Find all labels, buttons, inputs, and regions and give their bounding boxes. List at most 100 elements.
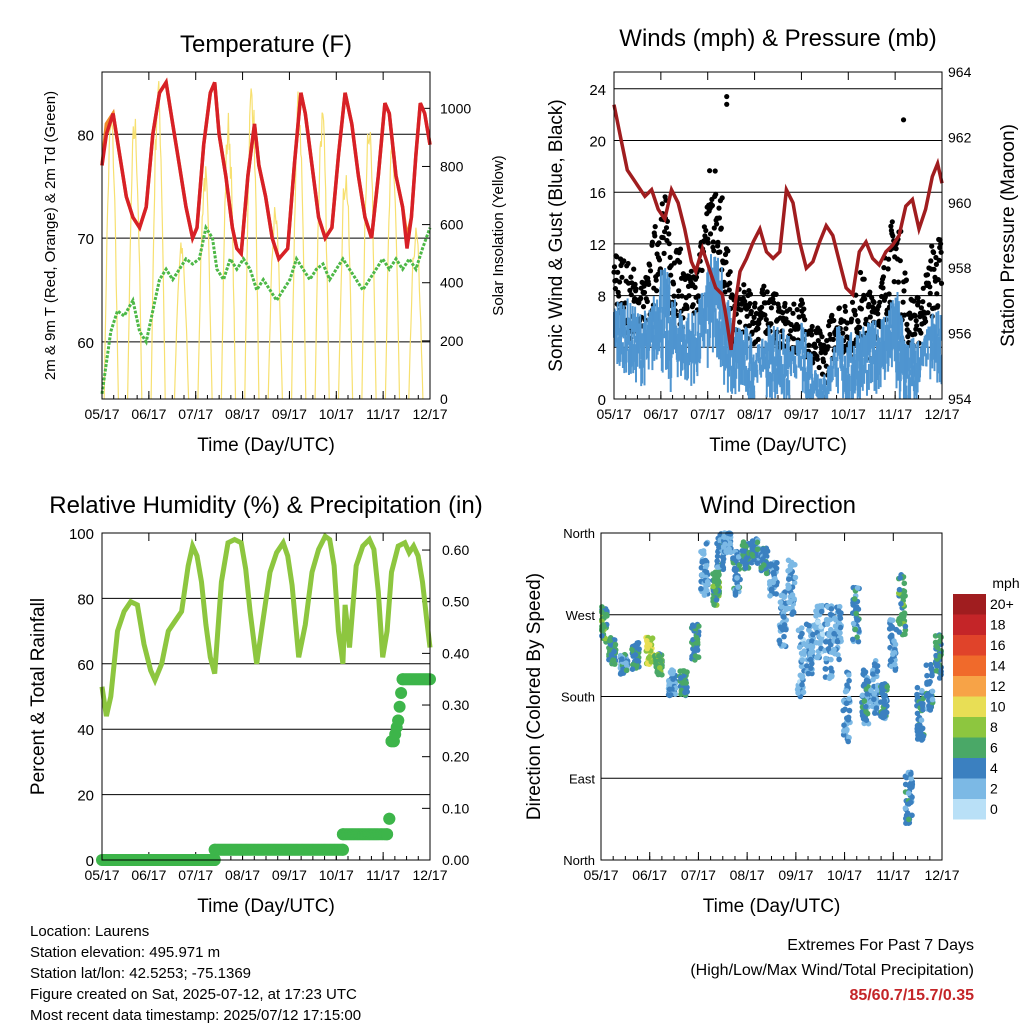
direction-point bbox=[938, 668, 944, 675]
direction-point bbox=[730, 555, 737, 561]
x-axis-label: Time (Day/UTC) bbox=[709, 435, 847, 456]
direction-point bbox=[902, 623, 909, 630]
legend-label: 8 bbox=[990, 719, 998, 735]
direction-point bbox=[888, 632, 895, 639]
plot-frame bbox=[101, 532, 431, 861]
gust-point bbox=[693, 274, 700, 280]
direction-point bbox=[785, 557, 792, 564]
direction-point bbox=[702, 557, 709, 564]
gust-point bbox=[916, 299, 922, 305]
direction-point bbox=[933, 643, 940, 649]
gust-point bbox=[707, 231, 714, 237]
gust-point bbox=[763, 317, 769, 323]
gust-point bbox=[617, 279, 623, 285]
direction-point bbox=[809, 638, 815, 644]
gust-point bbox=[619, 274, 625, 280]
gust-point bbox=[927, 290, 933, 296]
direction-point bbox=[667, 692, 674, 698]
direction-point bbox=[850, 602, 856, 608]
direction-point bbox=[874, 663, 881, 669]
direction-point bbox=[896, 615, 902, 622]
direction-point bbox=[701, 592, 708, 598]
direction-point bbox=[914, 691, 920, 698]
gust-point bbox=[660, 235, 666, 241]
gust-point bbox=[633, 286, 639, 292]
direction-point bbox=[714, 581, 721, 588]
direction-point bbox=[835, 608, 842, 614]
gust-point bbox=[891, 279, 897, 285]
direction-point bbox=[644, 638, 650, 644]
gust-point bbox=[931, 249, 937, 256]
panel-humidity: Relative Humidity (%) & Precipitation (i… bbox=[28, 492, 483, 917]
direction-point bbox=[749, 538, 756, 544]
gust-point bbox=[688, 268, 694, 274]
direction-point bbox=[705, 581, 711, 587]
direction-point bbox=[623, 660, 629, 666]
y-right-tick-label: 0.10 bbox=[442, 800, 469, 816]
gust-point bbox=[935, 303, 941, 309]
gust-point bbox=[684, 305, 690, 311]
direction-point bbox=[683, 680, 689, 686]
gust-point bbox=[871, 299, 877, 305]
x-tick-label: 10/17 bbox=[831, 406, 866, 422]
direction-point bbox=[808, 643, 814, 649]
gust-point bbox=[877, 299, 883, 305]
gust-point bbox=[912, 331, 918, 337]
y-right-tick-label: 0.60 bbox=[442, 542, 469, 558]
gust-point bbox=[850, 340, 857, 346]
gust-point bbox=[801, 306, 807, 312]
y-right-tick-label: 0.50 bbox=[442, 594, 469, 610]
gust-point bbox=[924, 272, 931, 278]
direction-point bbox=[800, 689, 807, 695]
x-axis-label: Time (Day/UTC) bbox=[197, 896, 335, 917]
direction-point bbox=[780, 593, 786, 599]
direction-point bbox=[854, 634, 860, 640]
gust-point bbox=[641, 289, 648, 296]
y-tick-label: 20 bbox=[77, 788, 94, 805]
direction-point bbox=[914, 684, 921, 691]
legend-swatch bbox=[953, 676, 986, 697]
gust-point bbox=[710, 239, 716, 245]
y-right-tick-label: 0.00 bbox=[442, 852, 469, 868]
chart-title: Relative Humidity (%) & Precipitation (i… bbox=[49, 492, 482, 519]
gust-point bbox=[920, 285, 926, 291]
panel-winds: Winds (mph) & Pressure (mb) 05/17 06/17 07/… bbox=[546, 25, 1019, 456]
direction-point bbox=[760, 556, 766, 562]
direction-point bbox=[896, 586, 903, 593]
direction-point bbox=[733, 566, 740, 573]
y-right-tick-label: 1000 bbox=[440, 100, 471, 116]
y-right-tick-label: 0.40 bbox=[442, 645, 469, 661]
y-tick-label: East bbox=[569, 771, 595, 786]
pressure-line bbox=[612, 104, 944, 351]
x-tick-label: 10/17 bbox=[827, 867, 862, 883]
direction-point bbox=[832, 623, 839, 629]
direction-point bbox=[879, 688, 886, 694]
gust-point bbox=[718, 225, 724, 231]
extremes-title: Extremes For Past 7 Days bbox=[787, 937, 974, 954]
direction-point bbox=[861, 714, 867, 720]
direction-point bbox=[810, 631, 816, 638]
direction-point bbox=[872, 710, 878, 716]
x-tick-label: 11/17 bbox=[366, 406, 400, 422]
gust-point bbox=[723, 259, 729, 265]
direction-point bbox=[829, 673, 835, 679]
y-tick-label: 80 bbox=[77, 127, 94, 144]
chart-title: Wind Direction bbox=[700, 492, 856, 519]
direction-point bbox=[732, 589, 739, 596]
direction-point bbox=[789, 592, 796, 598]
y-right-tick-label: 960 bbox=[948, 195, 972, 211]
legend-swatch bbox=[953, 737, 986, 758]
direction-point bbox=[823, 616, 830, 623]
direction-point bbox=[840, 732, 847, 738]
precip-point bbox=[393, 700, 406, 713]
legend-label: 0 bbox=[990, 801, 998, 817]
chart-title: Temperature (F) bbox=[180, 31, 352, 58]
direction-point bbox=[644, 643, 650, 649]
gust-point bbox=[788, 328, 794, 334]
gust-point bbox=[652, 233, 658, 239]
gust-point bbox=[760, 291, 767, 297]
y-tick-label: 0 bbox=[598, 392, 606, 409]
direction-point bbox=[611, 648, 617, 655]
y-tick-label: 40 bbox=[77, 722, 94, 739]
direction-point bbox=[892, 661, 898, 668]
